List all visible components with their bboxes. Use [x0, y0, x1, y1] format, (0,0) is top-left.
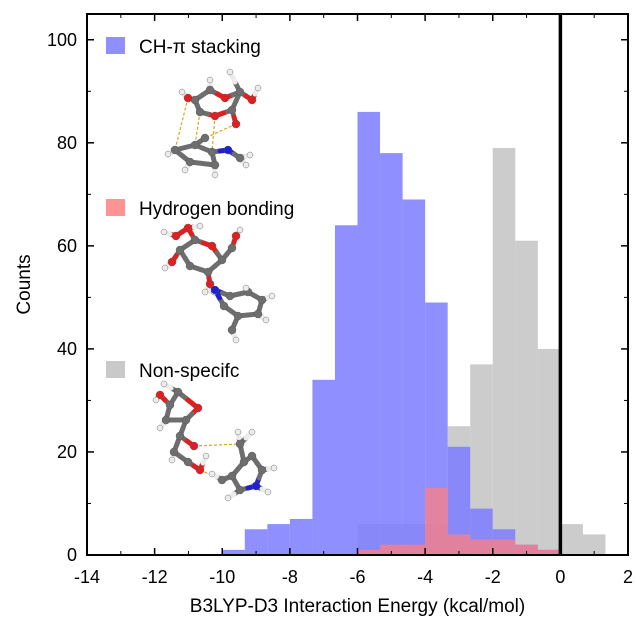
bar-ch-stacking-8 [402, 199, 426, 555]
bar-ch-stacking-3 [289, 518, 313, 555]
bar-hydrogen-bonding-1 [380, 544, 403, 555]
legend-swatch [106, 361, 125, 378]
bar-non-specifc-7 [515, 240, 538, 555]
y-tick-label: 60 [57, 236, 77, 256]
legend-swatch [106, 199, 125, 216]
bar-hydrogen-bonding-4 [447, 534, 471, 555]
bar-ch-stacking-5 [334, 225, 358, 555]
bar-hydrogen-bonding-8 [537, 549, 561, 555]
x-tick-label: -4 [417, 567, 433, 587]
legend-swatch [106, 37, 125, 54]
x-tick-label: 2 [623, 567, 633, 587]
non-specific-molecule-illustration [152, 380, 278, 502]
x-tick-label: -12 [142, 567, 168, 587]
bar-ch-stacking-10 [447, 446, 471, 555]
bar-non-specifc-8 [537, 348, 561, 555]
x-tick-label: -6 [349, 567, 365, 587]
bar-hydrogen-bonding-3 [425, 488, 448, 555]
bar-ch-stacking-7 [380, 153, 403, 555]
y-axis-title: Counts [14, 254, 35, 314]
bar-hydrogen-bonding-7 [515, 544, 538, 555]
x-tick-label: 0 [555, 567, 565, 587]
bar-hydrogen-bonding-0 [357, 549, 381, 555]
ch-pi-stacking-molecule-illustration [164, 68, 262, 179]
bar-ch-stacking-6 [357, 111, 381, 556]
bar-non-specifc-5 [470, 364, 493, 555]
bar-hydrogen-bonding-2 [402, 544, 426, 555]
bars-layer [222, 111, 606, 556]
bar-ch-stacking-0 [222, 549, 245, 555]
legend-label: CH-π stacking [139, 37, 261, 58]
legend: CH-π stacking Hydrogen bonding Non-specifc [106, 37, 294, 382]
bar-non-specifc-10 [582, 534, 606, 555]
bar-ch-stacking-1 [244, 529, 268, 555]
legend-label: Non-specifc [139, 361, 239, 382]
x-axis-title: B3LYP-D3 Interaction Energy (kcal/mol) [190, 596, 525, 617]
y-tick-label: 0 [67, 545, 77, 565]
x-tick-label: -2 [485, 567, 501, 587]
legend-label: Hydrogen bonding [139, 199, 294, 220]
y-tick-label: 20 [57, 442, 77, 462]
x-tick-label: -14 [74, 567, 100, 587]
hydrogen-bonding-molecule-illustration [160, 222, 276, 344]
x-tick-label: -8 [282, 567, 298, 587]
y-tick-label: 100 [47, 30, 77, 50]
bar-ch-stacking-4 [312, 379, 335, 555]
bar-hydrogen-bonding-6 [492, 539, 516, 555]
bar-ch-stacking-2 [267, 524, 290, 555]
x-tick-label: -10 [209, 567, 235, 587]
bar-hydrogen-bonding-5 [470, 539, 493, 555]
y-tick-label: 80 [57, 133, 77, 153]
bar-non-specifc-9 [560, 524, 583, 555]
bar-non-specifc-6 [492, 147, 516, 555]
y-tick-label: 40 [57, 339, 77, 359]
